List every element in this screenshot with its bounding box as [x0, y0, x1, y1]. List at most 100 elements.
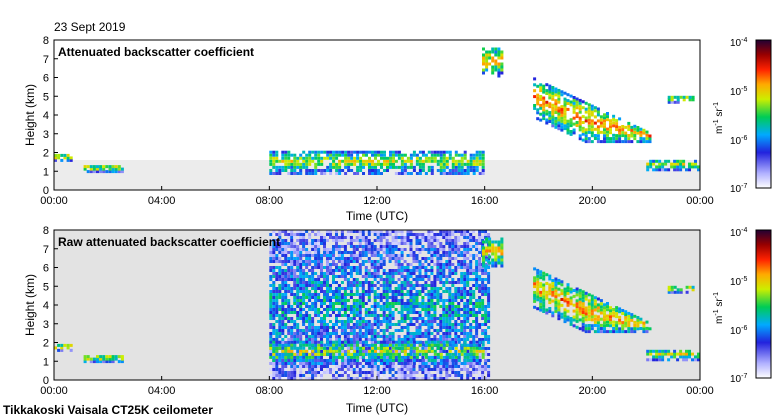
heatmap-cell	[394, 343, 398, 347]
heatmap-cell	[380, 349, 383, 353]
heatmap-cell	[385, 230, 389, 233]
heatmap-cell	[430, 165, 434, 169]
heatmap-cell	[433, 159, 437, 163]
heatmap-cell	[475, 260, 479, 263]
heatmap-cell	[460, 377, 464, 380]
heatmap-cell	[308, 371, 312, 374]
heatmap-cell	[323, 352, 327, 356]
heatmap-cell	[457, 365, 461, 368]
heatmap-cell	[460, 233, 464, 236]
heatmap-cell	[349, 377, 353, 380]
heatmap-cell	[545, 103, 549, 107]
heatmap-cell	[445, 350, 449, 353]
heatmap-cell	[296, 284, 300, 287]
heatmap-cell	[275, 314, 279, 317]
heatmap-cell	[488, 246, 492, 250]
heatmap-cell	[487, 317, 491, 320]
heatmap-cell	[439, 257, 443, 260]
heatmap-cell	[385, 281, 389, 284]
heatmap-cell	[539, 305, 543, 309]
heatmap-cell	[427, 296, 431, 299]
heatmap-cell	[500, 62, 504, 66]
heatmap-cell	[481, 365, 485, 368]
heatmap-cell	[415, 260, 419, 263]
heatmap-cell	[337, 293, 341, 296]
heatmap-cell	[430, 362, 434, 365]
heatmap-cell	[296, 329, 300, 332]
heatmap-cell	[364, 335, 368, 338]
heatmap-cell	[284, 269, 288, 272]
heatmap-cell	[551, 121, 555, 125]
heatmap-cell	[335, 172, 339, 175]
heatmap-cell	[358, 323, 362, 326]
heatmap-cell	[314, 332, 318, 335]
heatmap-cell	[430, 281, 434, 284]
heatmap-cell	[560, 289, 564, 293]
heatmap-cell	[424, 248, 428, 251]
heatmap-cell	[317, 162, 321, 166]
heatmap-cell	[302, 281, 306, 284]
heatmap-cell	[320, 311, 323, 314]
heatmap-cell	[314, 260, 318, 263]
heatmap-cell	[485, 50, 489, 54]
heatmap-cell	[439, 272, 443, 275]
heatmap-cell	[603, 137, 606, 141]
heatmap-cell	[359, 352, 363, 356]
heatmap-cell	[343, 251, 347, 254]
heatmap-cell	[409, 233, 413, 236]
heatmap-cell	[350, 346, 354, 350]
heatmap-cell	[533, 83, 537, 87]
heatmap-cell	[670, 100, 674, 104]
heatmap-cell	[667, 168, 671, 172]
heatmap-cell	[406, 362, 410, 365]
heatmap-cell	[639, 133, 643, 137]
heatmap-cell	[380, 352, 383, 356]
heatmap-cell	[578, 107, 582, 111]
heatmap-cell	[323, 335, 326, 338]
heatmap-cell	[478, 150, 482, 154]
heatmap-cell	[335, 353, 338, 356]
heatmap-cell	[403, 377, 407, 380]
heatmap-cell	[415, 349, 419, 353]
heatmap-cell	[302, 156, 306, 160]
heatmap-cell	[371, 343, 374, 347]
heatmap-cell	[349, 293, 353, 296]
heatmap-cell	[343, 350, 347, 353]
heatmap-cell	[305, 343, 309, 347]
heatmap-cell	[352, 344, 356, 347]
heatmap-cell	[445, 239, 449, 242]
heatmap-cell	[636, 316, 640, 319]
heatmap-cell	[554, 280, 558, 284]
heatmap-cell	[388, 260, 392, 263]
heatmap-cell	[618, 321, 622, 325]
heatmap-cell	[302, 332, 306, 335]
heatmap-cell	[603, 113, 606, 117]
heatmap-cell	[609, 119, 612, 123]
heatmap-cell	[332, 275, 335, 278]
panel-title: Attenuated backscatter coefficient	[58, 45, 254, 59]
heatmap-cell	[367, 371, 371, 374]
heatmap-cell	[394, 359, 398, 362]
heatmap-cell	[409, 323, 413, 326]
heatmap-cell	[352, 329, 356, 332]
heatmap-cell	[494, 59, 498, 63]
heatmap-cell	[308, 275, 312, 278]
heatmap-cell	[673, 162, 677, 166]
heatmap-cell	[281, 374, 285, 377]
heatmap-cell	[566, 107, 570, 111]
heatmap-cell	[388, 275, 392, 278]
heatmap-cell	[491, 240, 495, 244]
heatmap-cell	[548, 289, 552, 293]
heatmap-cell	[430, 290, 434, 293]
heatmap-cell	[415, 290, 419, 293]
colorbar-gradient	[755, 229, 772, 379]
heatmap-cell	[682, 358, 686, 362]
heatmap-cell	[472, 359, 476, 362]
heatmap-cell	[412, 338, 416, 341]
heatmap-cell	[409, 299, 413, 302]
heatmap-cell	[383, 169, 386, 172]
heatmap-cell	[433, 150, 437, 154]
heatmap-cell	[385, 290, 389, 293]
heatmap-cell	[284, 341, 288, 344]
heatmap-cell	[599, 311, 603, 315]
